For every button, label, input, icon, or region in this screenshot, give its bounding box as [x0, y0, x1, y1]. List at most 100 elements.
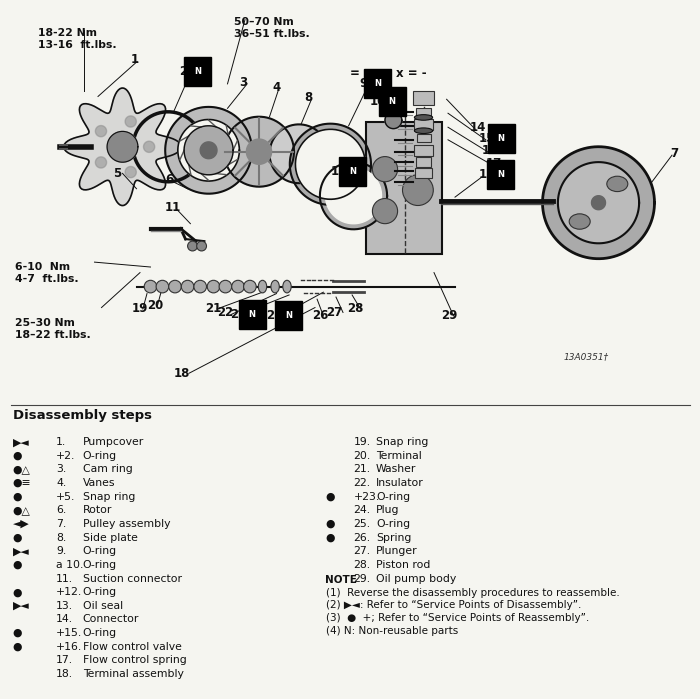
Polygon shape [178, 120, 239, 181]
Text: ●: ● [13, 628, 22, 638]
Text: 8.: 8. [56, 533, 66, 542]
Text: ●: ● [13, 587, 22, 597]
FancyBboxPatch shape [415, 168, 432, 178]
Text: ●: ● [13, 642, 22, 651]
Text: 18.: 18. [56, 669, 73, 679]
Text: Oil seal: Oil seal [83, 600, 122, 611]
Text: 50–70 Nm
36–51 ft.lbs.: 50–70 Nm 36–51 ft.lbs. [234, 17, 310, 39]
Text: O-ring: O-ring [83, 451, 117, 461]
Polygon shape [290, 124, 371, 205]
Text: (3)  ●  +; Refer to “Service Points of Reassembly”.: (3) ● +; Refer to “Service Points of Rea… [326, 614, 589, 624]
FancyBboxPatch shape [416, 134, 430, 142]
Text: 29: 29 [441, 310, 458, 322]
Text: Flow control spring: Flow control spring [83, 656, 186, 665]
Text: 14.: 14. [56, 614, 73, 624]
Circle shape [219, 280, 232, 293]
Ellipse shape [569, 214, 590, 229]
Polygon shape [107, 131, 138, 162]
Circle shape [156, 280, 169, 293]
FancyBboxPatch shape [413, 91, 434, 105]
Text: (4) N: Non-reusable parts: (4) N: Non-reusable parts [326, 626, 458, 636]
Text: 7.: 7. [56, 519, 66, 529]
Text: 23: 23 [230, 308, 246, 321]
Text: N: N [497, 171, 504, 179]
Text: N: N [194, 67, 201, 75]
Text: 1.: 1. [56, 438, 66, 447]
Text: Snap ring: Snap ring [376, 438, 428, 447]
Text: ●: ● [13, 533, 22, 542]
Text: +2.: +2. [56, 451, 76, 461]
Text: 21: 21 [205, 303, 222, 315]
Text: Washer: Washer [376, 464, 416, 475]
Polygon shape [144, 141, 155, 152]
Circle shape [197, 241, 206, 251]
Text: N: N [248, 310, 256, 319]
Text: Connector: Connector [83, 614, 139, 624]
Circle shape [372, 199, 398, 224]
Text: 22: 22 [217, 306, 234, 319]
Text: Disassembly steps: Disassembly steps [13, 409, 152, 422]
Text: ▶◄: ▶◄ [13, 600, 29, 611]
Text: Spring: Spring [376, 533, 412, 542]
Text: (2) ▶◄: Refer to “Service Points of Disassembly”.: (2) ▶◄: Refer to “Service Points of Disa… [326, 600, 581, 610]
FancyBboxPatch shape [366, 122, 442, 254]
Text: Insulator: Insulator [376, 478, 424, 488]
Polygon shape [385, 112, 402, 129]
Text: 20.: 20. [354, 451, 371, 461]
Text: ▶◄: ▶◄ [13, 547, 29, 556]
Text: 24: 24 [242, 306, 259, 319]
Text: 29.: 29. [354, 573, 370, 584]
Text: Rotor: Rotor [83, 505, 112, 515]
Text: N: N [285, 312, 292, 320]
Text: O-ring: O-ring [376, 492, 410, 502]
Text: a 10.: a 10. [56, 560, 83, 570]
Text: 18-22 Nm
13-16  ft.lbs.: 18-22 Nm 13-16 ft.lbs. [38, 28, 117, 50]
Polygon shape [295, 129, 365, 199]
Ellipse shape [607, 176, 628, 192]
Text: 21.: 21. [354, 464, 370, 475]
Text: ◄▶: ◄▶ [13, 519, 29, 529]
Circle shape [244, 280, 256, 293]
Text: ●: ● [326, 519, 335, 529]
Text: 9: 9 [359, 78, 368, 90]
Text: 16: 16 [482, 145, 498, 157]
Circle shape [194, 280, 206, 293]
Text: N: N [349, 167, 356, 175]
Circle shape [144, 280, 157, 293]
Polygon shape [224, 117, 294, 187]
Text: 6-10  Nm
4-7  ft.lbs.: 6-10 Nm 4-7 ft.lbs. [15, 262, 79, 284]
Polygon shape [64, 88, 181, 206]
Text: 12: 12 [330, 165, 347, 178]
Text: ▶◄: ▶◄ [13, 438, 29, 447]
Text: 17: 17 [485, 157, 502, 170]
Text: 7: 7 [670, 147, 678, 160]
Text: ●△: ●△ [13, 464, 31, 475]
Text: 2: 2 [179, 65, 188, 78]
Text: (1)  Reverse the disassembly procedures to reassemble.: (1) Reverse the disassembly procedures t… [326, 587, 620, 598]
Polygon shape [95, 157, 106, 168]
Text: +12.: +12. [56, 587, 83, 597]
Polygon shape [320, 162, 387, 229]
FancyBboxPatch shape [416, 157, 431, 167]
Text: 17.: 17. [56, 656, 73, 665]
Text: 13: 13 [478, 168, 495, 181]
FancyBboxPatch shape [416, 108, 431, 116]
Text: Plug: Plug [376, 505, 400, 515]
Text: 19.: 19. [354, 438, 370, 447]
Text: 25–30 Nm
18–22 ft.lbs.: 25–30 Nm 18–22 ft.lbs. [15, 318, 91, 340]
Circle shape [188, 241, 197, 251]
Text: Snap ring: Snap ring [83, 492, 135, 502]
Text: O-ring: O-ring [83, 547, 117, 556]
Text: 26.: 26. [354, 533, 370, 542]
Circle shape [181, 280, 194, 293]
Text: Pulley assembly: Pulley assembly [83, 519, 170, 529]
Text: 8: 8 [304, 92, 313, 104]
Polygon shape [184, 126, 233, 175]
Text: O-ring: O-ring [83, 628, 117, 638]
Text: N: N [389, 97, 396, 106]
Polygon shape [326, 168, 382, 224]
Ellipse shape [414, 128, 433, 134]
Text: Side plate: Side plate [83, 533, 137, 542]
Polygon shape [558, 162, 639, 243]
Text: ●: ● [13, 451, 22, 461]
